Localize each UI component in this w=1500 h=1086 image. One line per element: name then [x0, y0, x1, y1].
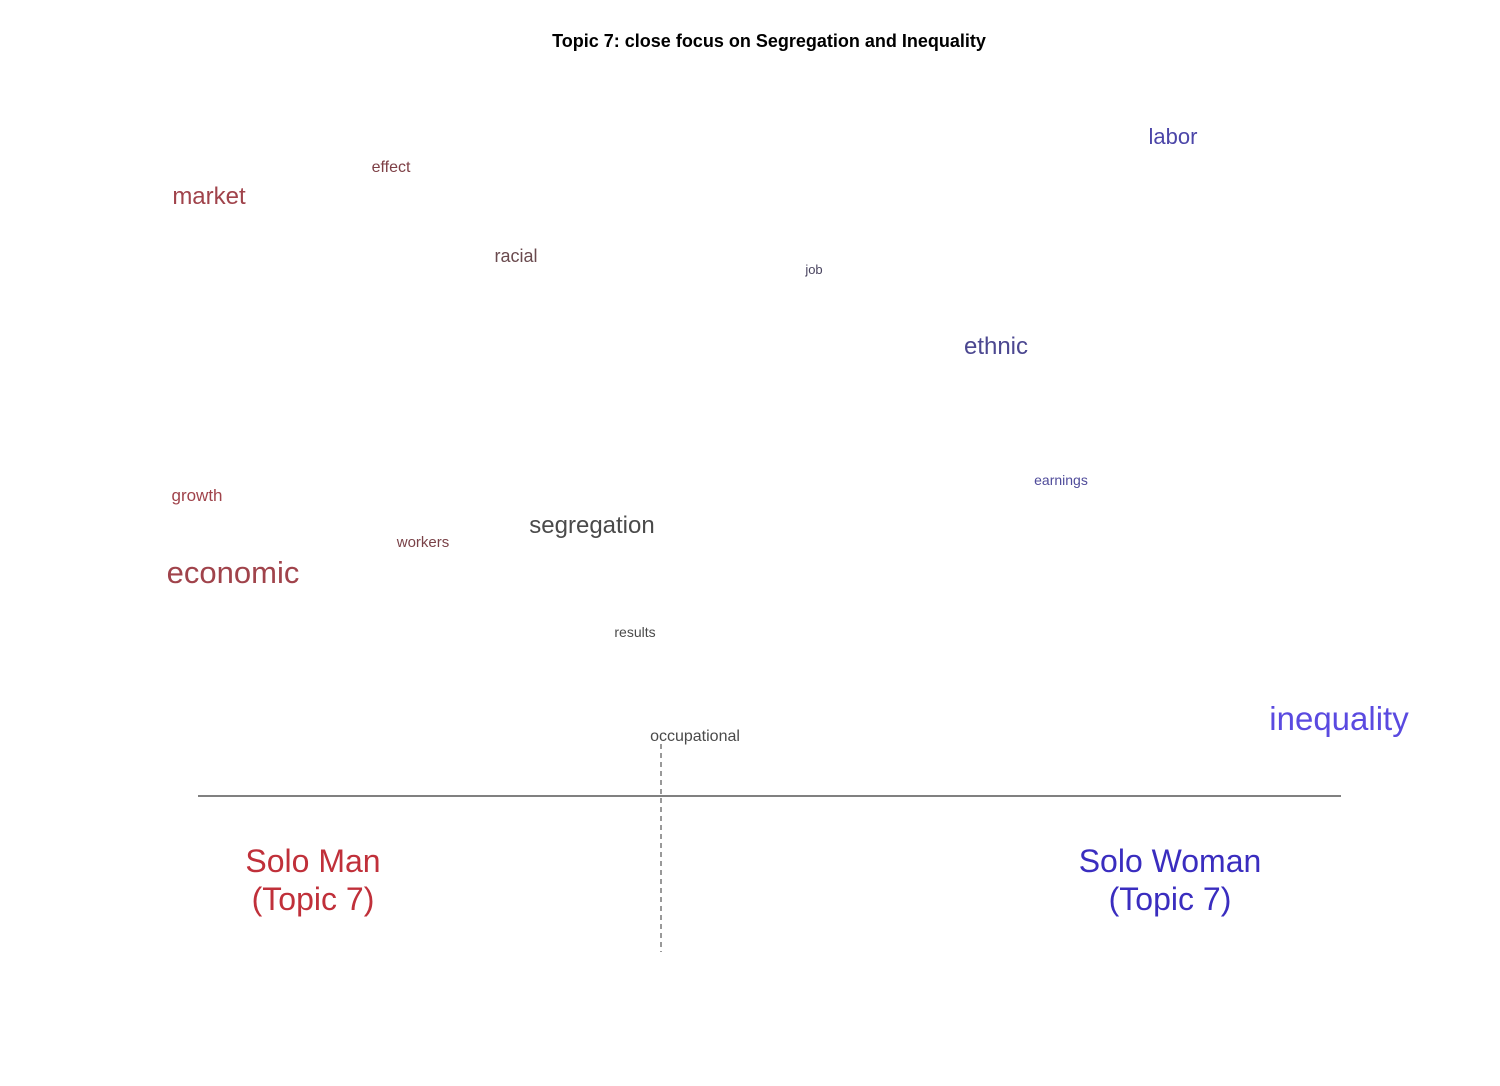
- word-job: job: [804, 262, 822, 277]
- word-economic: economic: [167, 555, 300, 590]
- word-effect: effect: [372, 159, 411, 176]
- word-growth: growth: [171, 486, 222, 505]
- group-label-solo-woman-2: (Topic 7): [1109, 881, 1232, 917]
- word-workers: workers: [396, 534, 450, 551]
- words-layer: labor effect market racial job ethnic earnings…: [167, 124, 1410, 745]
- word-occupational: occupational: [650, 728, 740, 745]
- chart-title: Topic 7: close focus on Segregation and …: [552, 31, 986, 51]
- group-label-solo-woman-1: Solo Woman: [1079, 843, 1262, 879]
- word-racial: racial: [494, 246, 537, 266]
- group-label-solo-man-1: Solo Man: [245, 843, 380, 879]
- word-earnings: earnings: [1034, 472, 1088, 488]
- word-results: results: [614, 624, 655, 640]
- word-ethnic: ethnic: [964, 333, 1028, 360]
- word-segregation: segregation: [529, 512, 654, 539]
- groups-layer: Solo Man(Topic 7)Solo Woman(Topic 7): [245, 843, 1261, 917]
- group-label-solo-man-2: (Topic 7): [252, 881, 375, 917]
- word-inequality: inequality: [1269, 700, 1409, 737]
- word-market: market: [172, 183, 246, 210]
- word-labor: labor: [1149, 124, 1198, 149]
